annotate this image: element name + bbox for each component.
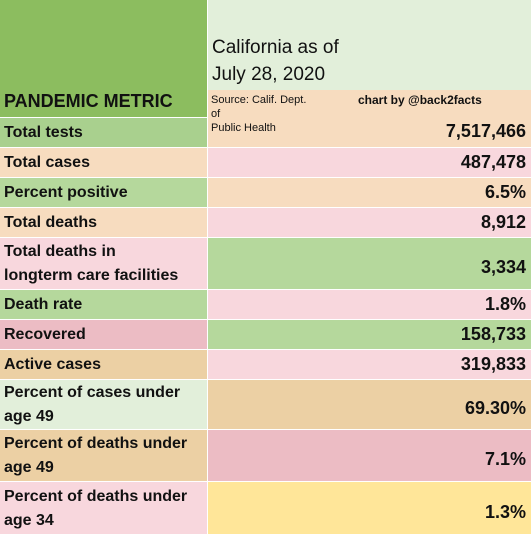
row-value: 7.1% — [484, 449, 526, 469]
row-value-cell — [208, 380, 532, 430]
credit: chart by @back2facts — [358, 93, 482, 107]
header-title-cell — [208, 0, 532, 90]
label-line: Percent of cases under — [4, 384, 181, 401]
row-label-cell: Total tests — [0, 118, 208, 148]
label-line: age 49 — [4, 459, 54, 476]
row-label-cell: Total deaths — [0, 208, 208, 238]
row-label: Percent of deaths under age 49 — [4, 432, 187, 480]
source-line: Source: Calif. Dept. — [211, 94, 307, 106]
row-value: 1.3% — [484, 501, 526, 522]
row-value: 7,517,466 — [445, 121, 526, 141]
metric-label: PANDEMIC METRIC — [4, 91, 173, 111]
row-value-cell — [208, 320, 532, 350]
label-line: Percent of deaths under — [4, 435, 188, 452]
row-value-cell — [208, 178, 532, 208]
label-line: Total deaths in — [4, 243, 116, 260]
row-label-cell: Percent positive — [0, 178, 208, 208]
row-value: 319,833 — [460, 354, 526, 374]
row-value-cell — [208, 290, 532, 320]
row-label: Percent of cases under age 49 — [4, 381, 180, 429]
row-label: Total deaths — [4, 211, 97, 235]
row-value-cell — [208, 350, 532, 380]
label-line: longterm care facilities — [4, 267, 179, 284]
row-label: Active cases — [4, 353, 101, 377]
label-line: age 49 — [4, 408, 54, 425]
label-line: Total deaths — [4, 214, 98, 231]
row-label-cell: Percent of deaths under age 49 — [0, 430, 208, 482]
label-line: Recovered — [4, 326, 86, 343]
row-label-cell: Death rate — [0, 290, 208, 320]
title-line: July 28, 2020 — [212, 64, 326, 85]
row-label-cell: Recovered — [0, 320, 208, 350]
row-label: Recovered — [4, 323, 86, 347]
source: Source: Calif. Dept. of Public Health — [211, 93, 306, 135]
label-line: Death rate — [4, 296, 83, 313]
row-value-cell — [208, 430, 532, 482]
row-label-cell: Percent of deaths under age 34 — [0, 482, 208, 535]
row-label: Death rate — [4, 293, 82, 317]
row-value: 69.30% — [464, 398, 526, 418]
row-label: Total cases — [4, 151, 90, 175]
row-label: Percent positive — [4, 181, 128, 205]
label-line: Total tests — [4, 124, 83, 141]
row-label-cell: Percent of cases under age 49 — [0, 380, 208, 430]
title: California as of July 28, 2020 — [212, 34, 339, 88]
row-value: 8,912 — [480, 212, 526, 232]
label-line: Percent positive — [4, 184, 128, 201]
label-line: Active cases — [4, 356, 101, 373]
row-value-cell — [208, 482, 532, 535]
row-value: 6.5% — [484, 182, 526, 202]
row-value: 1.8% — [484, 294, 526, 314]
row-label-cell: Active cases — [0, 350, 208, 380]
title-line: California as of — [212, 37, 339, 58]
row-label-cell: Total cases — [0, 148, 208, 178]
label-line: age 34 — [4, 511, 54, 529]
row-value: 3,334 — [480, 257, 526, 277]
row-value-cell — [208, 238, 532, 290]
row-value: 158,733 — [460, 324, 526, 344]
source-line: Public Health — [211, 122, 276, 134]
row-label-cell: Total deaths in longterm care facilities — [0, 238, 208, 290]
row-value: 487,478 — [460, 152, 526, 172]
row-label: Total tests — [4, 121, 83, 145]
header-metric-cell — [0, 0, 208, 118]
label-line: Percent of deaths under — [4, 487, 188, 505]
label-line: Total cases — [4, 154, 90, 171]
row-label: Percent of deaths under age 34 — [4, 485, 187, 533]
row-label: Total deaths in longterm care facilities — [4, 240, 178, 288]
source-line: of — [211, 108, 221, 120]
